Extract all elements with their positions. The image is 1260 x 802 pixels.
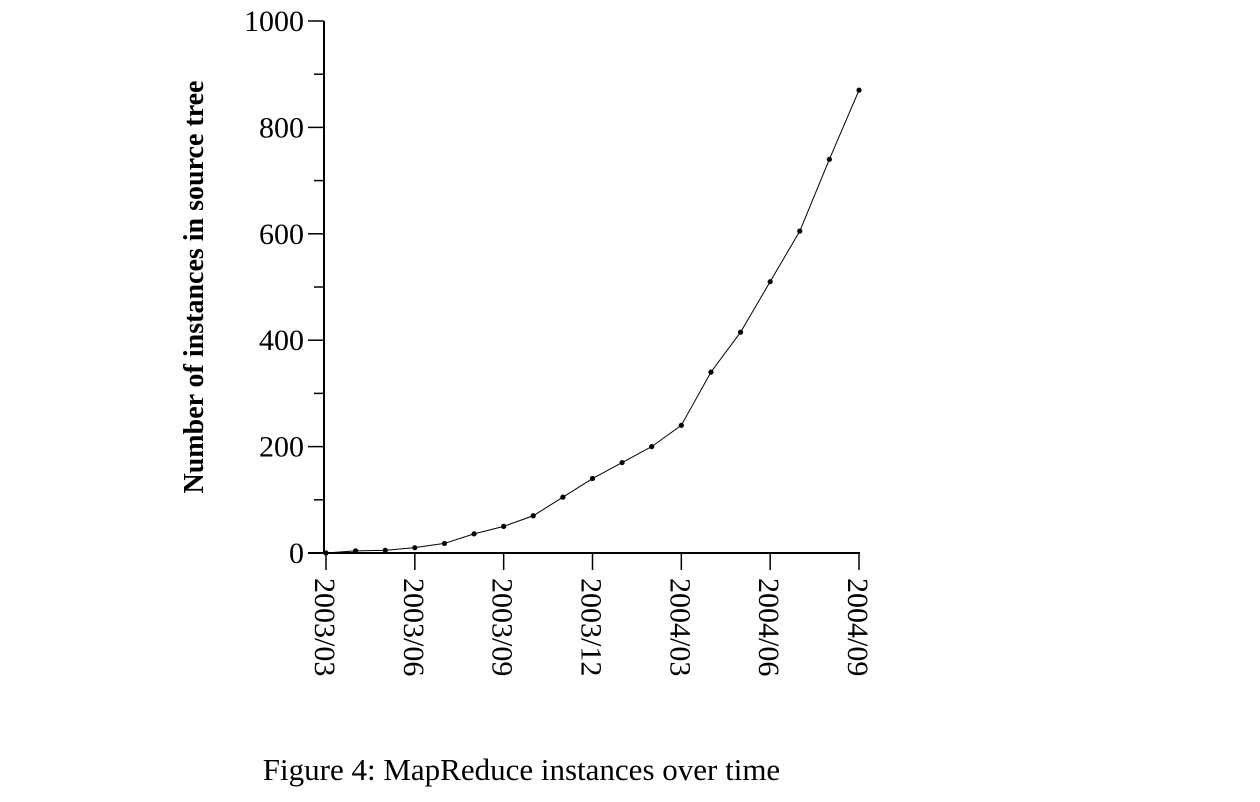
y-tick-label: 800 — [259, 111, 304, 144]
data-point — [797, 228, 803, 234]
data-point — [412, 545, 418, 551]
series-line — [325, 89, 860, 554]
figure-caption: Figure 4: MapReduce instances over time — [262, 752, 781, 787]
data-points — [323, 87, 862, 556]
x-tick-label: 2004/06 — [752, 578, 785, 676]
x-tick-label: 2003/03 — [308, 578, 341, 676]
x-tick-label: 2003/09 — [486, 578, 519, 676]
data-point — [649, 444, 655, 450]
y-tick-label: 0 — [289, 537, 304, 570]
y-tick-label: 600 — [259, 218, 304, 251]
x-tick-label: 2003/12 — [575, 578, 608, 676]
data-point — [471, 531, 477, 537]
data-point — [767, 279, 773, 285]
y-tick-label: 200 — [259, 431, 304, 464]
x-tick-label: 2003/06 — [397, 578, 430, 676]
ticks: 0 200 400 600 800 1000 2003/03 2003/06 2003/09 20… — [244, 5, 874, 676]
x-tick-label: 2004/09 — [841, 578, 874, 676]
y-tick-label: 400 — [259, 324, 304, 357]
data-point — [323, 550, 329, 556]
data-point — [560, 494, 566, 500]
x-tick-label: 2004/03 — [663, 578, 696, 676]
data-point — [826, 156, 832, 162]
axes — [308, 21, 860, 554]
data-point — [441, 540, 448, 547]
data-point — [737, 329, 744, 335]
data-point — [501, 523, 507, 530]
data-point — [353, 548, 359, 554]
data-point — [589, 475, 596, 482]
data-point — [856, 87, 862, 93]
data-point — [382, 547, 388, 553]
data-point — [678, 422, 684, 428]
y-axis-label: Number of instances in source tree — [179, 81, 210, 494]
y-tick-label: 1000 — [244, 5, 304, 38]
data-point — [619, 459, 625, 466]
data-point — [530, 513, 536, 519]
data-point — [708, 369, 714, 375]
